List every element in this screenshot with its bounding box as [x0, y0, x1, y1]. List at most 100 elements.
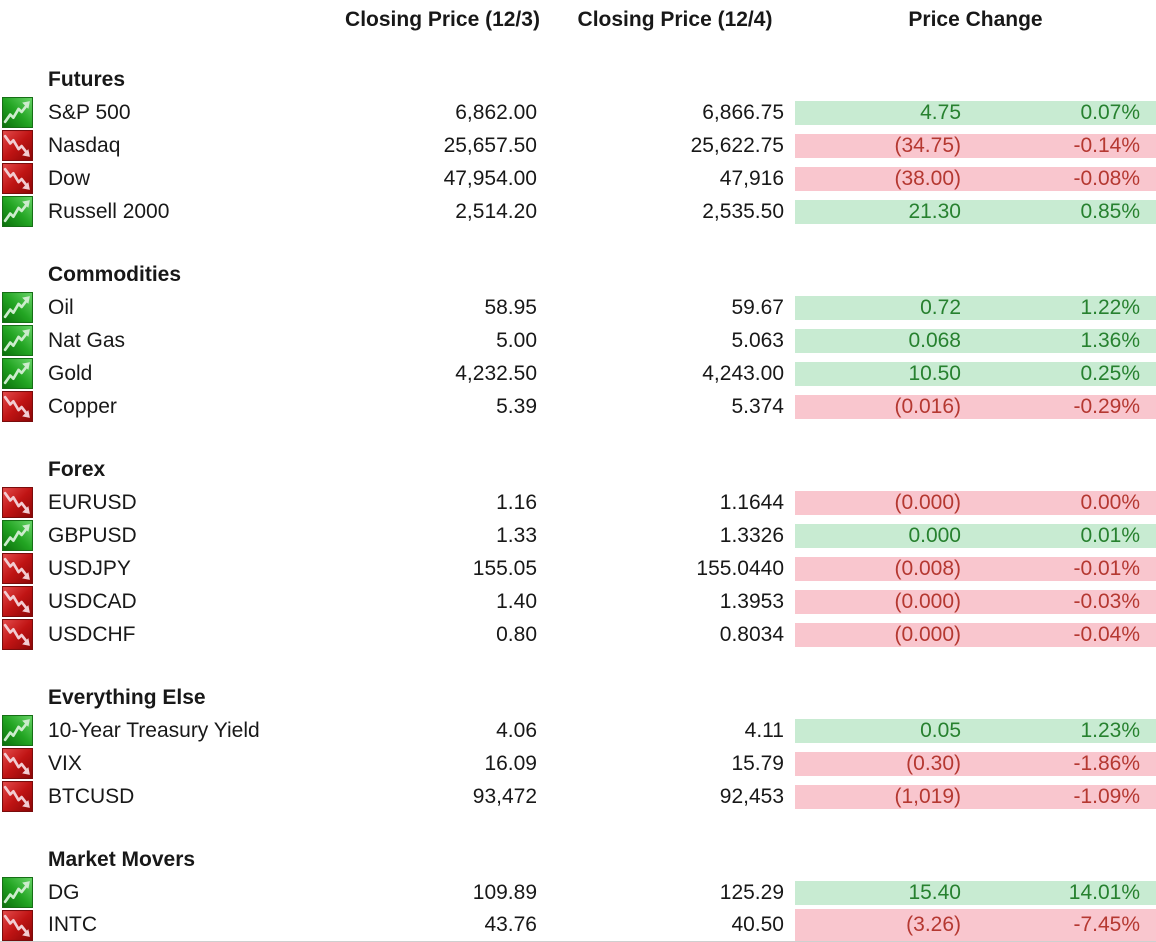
closing-price-12-4-cell[interactable]: 125.29 [719, 880, 784, 904]
header-closing-price-12-4[interactable]: Closing Price (12/4) [577, 8, 773, 31]
instrument-name[interactable]: DG [48, 880, 80, 904]
price-change-cell[interactable]: (0.30) [795, 751, 975, 776]
price-change-cell[interactable]: 0.05 [795, 718, 975, 743]
price-change-cell[interactable]: 0.000 [795, 523, 975, 548]
price-change-cell[interactable]: (38.00) [795, 166, 975, 191]
closing-price-12-4-cell[interactable]: 5.063 [731, 328, 784, 352]
section-title[interactable]: Everything Else [48, 685, 206, 709]
closing-price-12-3-cell[interactable]: 109.89 [472, 880, 537, 904]
closing-price-12-3-cell[interactable]: 1.16 [496, 490, 537, 514]
closing-price-12-3-cell[interactable]: 4,232.50 [455, 361, 537, 385]
closing-price-12-3-cell[interactable]: 5.39 [496, 394, 537, 418]
price-change-cell[interactable]: (3.26) [795, 909, 975, 942]
price-change-pct-cell[interactable]: -0.08% [975, 166, 1156, 191]
table-row: INTC 43.76 40.50 (3.26) -7.45% [0, 909, 1156, 942]
price-change-pct-cell[interactable]: 0.25% [975, 361, 1156, 386]
closing-price-12-3-cell[interactable]: 2,514.20 [455, 199, 537, 223]
price-change-pct-cell[interactable]: -1.86% [975, 751, 1156, 776]
instrument-name[interactable]: BTCUSD [48, 784, 135, 808]
price-change-pct-cell[interactable]: -7.45% [975, 909, 1156, 942]
closing-price-12-4-cell[interactable]: 47,916 [719, 166, 784, 190]
instrument-name[interactable]: Copper [48, 394, 117, 418]
closing-price-12-4-cell[interactable]: 4,243.00 [702, 361, 784, 385]
instrument-name[interactable]: Dow [48, 166, 91, 190]
price-change-pct-cell[interactable]: -0.04% [975, 622, 1156, 647]
price-change-pct-cell[interactable]: 0.85% [975, 199, 1156, 224]
closing-price-12-3-cell[interactable]: 16.09 [484, 751, 537, 775]
closing-price-12-4-cell[interactable]: 92,453 [719, 784, 784, 808]
price-change-pct-cell[interactable]: -0.14% [975, 133, 1156, 158]
price-change-cell[interactable]: 10.50 [795, 361, 975, 386]
instrument-name[interactable]: USDCAD [48, 589, 137, 613]
header-closing-price-12-3[interactable]: Closing Price (12/3) [345, 8, 540, 31]
closing-price-12-4-cell[interactable]: 1.3953 [719, 589, 784, 613]
price-change-cell[interactable]: 0.068 [795, 328, 975, 353]
section-label-row: Everything Else [0, 681, 1156, 714]
section-title[interactable]: Market Movers [48, 847, 196, 871]
price-change-pct-cell[interactable]: 14.01% [975, 880, 1156, 905]
price-change-pct-cell[interactable]: 1.22% [975, 295, 1156, 320]
closing-price-12-3-cell[interactable]: 4.06 [496, 718, 537, 742]
price-change-pct-cell[interactable]: 1.23% [975, 718, 1156, 743]
price-change-cell[interactable]: (0.000) [795, 589, 975, 614]
instrument-name[interactable]: Nasdaq [48, 133, 121, 157]
price-change-cell[interactable]: (34.75) [795, 133, 975, 158]
instrument-name[interactable]: S&P 500 [48, 100, 131, 124]
closing-price-12-4-cell[interactable]: 40.50 [555, 909, 795, 942]
price-change-pct-cell[interactable]: -1.09% [975, 784, 1156, 809]
instrument-name[interactable]: 10-Year Treasury Yield [48, 718, 260, 742]
price-change-cell[interactable]: 0.72 [795, 295, 975, 320]
instrument-name[interactable]: INTC [38, 909, 330, 942]
instrument-name[interactable]: Russell 2000 [48, 199, 170, 223]
price-change-pct-cell[interactable]: 0.01% [975, 523, 1156, 548]
section-title[interactable]: Futures [48, 67, 126, 91]
instrument-name[interactable]: VIX [48, 751, 82, 775]
closing-price-12-3-cell[interactable]: 5.00 [496, 328, 537, 352]
price-change-cell[interactable]: (0.000) [795, 490, 975, 515]
instrument-name[interactable]: Nat Gas [48, 328, 126, 352]
closing-price-12-3-cell[interactable]: 1.40 [496, 589, 537, 613]
closing-price-12-3-cell[interactable]: 155.05 [472, 556, 537, 580]
price-change-cell[interactable]: 15.40 [795, 880, 975, 905]
closing-price-12-4-cell[interactable]: 2,535.50 [702, 199, 784, 223]
closing-price-12-3-cell[interactable]: 25,657.50 [443, 133, 537, 157]
closing-price-12-3-cell[interactable]: 6,862.00 [455, 100, 537, 124]
header-price-change[interactable]: Price Change [908, 8, 1043, 31]
closing-price-12-3-cell[interactable]: 58.95 [484, 295, 537, 319]
price-change-pct-cell[interactable]: 0.07% [975, 100, 1156, 125]
price-change-cell[interactable]: (0.000) [795, 622, 975, 647]
closing-price-12-4-cell[interactable]: 59.67 [731, 295, 784, 319]
price-change-pct-cell[interactable]: -0.01% [975, 556, 1156, 581]
instrument-name[interactable]: USDCHF [48, 622, 136, 646]
section-title[interactable]: Forex [48, 457, 106, 481]
closing-price-12-4-cell[interactable]: 1.3326 [719, 523, 784, 547]
instrument-name[interactable]: GBPUSD [48, 523, 137, 547]
closing-price-12-4-cell[interactable]: 1.1644 [719, 490, 784, 514]
price-change-pct-cell[interactable]: 1.36% [975, 328, 1156, 353]
price-change-cell[interactable]: (0.016) [795, 394, 975, 419]
instrument-name[interactable]: Oil [48, 295, 74, 319]
closing-price-12-4-cell[interactable]: 4.11 [744, 718, 784, 742]
price-change-pct-cell[interactable]: -0.03% [975, 589, 1156, 614]
price-change-cell[interactable]: 4.75 [795, 100, 975, 125]
closing-price-12-3-cell[interactable]: 43.76 [330, 909, 555, 942]
closing-price-12-4-cell[interactable]: 0.8034 [719, 622, 784, 646]
price-change-cell[interactable]: (1,019) [795, 784, 975, 809]
instrument-name[interactable]: EURUSD [48, 490, 137, 514]
section-title[interactable]: Commodities [48, 262, 182, 286]
closing-price-12-3-cell[interactable]: 93,472 [472, 784, 537, 808]
price-change-pct-cell[interactable]: 0.00% [975, 490, 1156, 515]
closing-price-12-4-cell[interactable]: 155.0440 [696, 556, 784, 580]
closing-price-12-4-cell[interactable]: 25,622.75 [690, 133, 784, 157]
closing-price-12-4-cell[interactable]: 5.374 [731, 394, 784, 418]
closing-price-12-4-cell[interactable]: 6,866.75 [702, 100, 784, 124]
closing-price-12-3-cell[interactable]: 1.33 [496, 523, 537, 547]
instrument-name[interactable]: Gold [48, 361, 93, 385]
price-change-cell[interactable]: (0.008) [795, 556, 975, 581]
closing-price-12-3-cell[interactable]: 0.80 [496, 622, 537, 646]
price-change-pct-cell[interactable]: -0.29% [975, 394, 1156, 419]
price-change-cell[interactable]: 21.30 [795, 199, 975, 224]
closing-price-12-3-cell[interactable]: 47,954.00 [443, 166, 537, 190]
closing-price-12-4-cell[interactable]: 15.79 [731, 751, 784, 775]
instrument-name[interactable]: USDJPY [48, 556, 131, 580]
